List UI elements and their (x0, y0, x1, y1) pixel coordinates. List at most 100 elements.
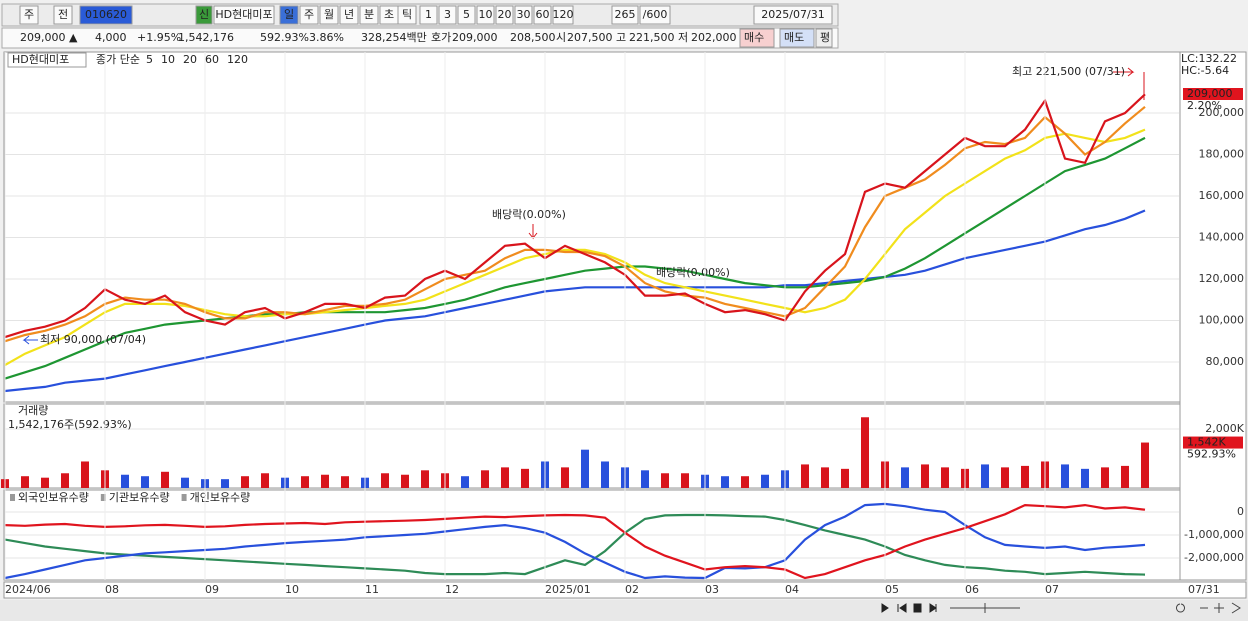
volume-bar (941, 467, 949, 488)
volume-bar (241, 476, 249, 488)
toolbar-label: /600 (643, 8, 668, 21)
quote-text: 209,000 (452, 31, 498, 44)
toolbar-button[interactable] (213, 5, 275, 25)
volume-bar (121, 474, 129, 488)
legend-entry: 60 (205, 53, 219, 66)
toolbar-button[interactable] (753, 5, 833, 25)
annotation: 배당락(0.00%) (492, 208, 566, 221)
bottom-icons[interactable] (881, 602, 1241, 614)
volume-bar (161, 471, 169, 488)
annotation: LC:132.22 (1181, 52, 1237, 65)
legend-entry: 20 (183, 53, 197, 66)
toolbar-button[interactable] (533, 5, 552, 25)
volume-bar (661, 473, 669, 488)
legend-swatch (181, 494, 187, 501)
volume-bar (41, 477, 49, 488)
trade-button[interactable] (815, 28, 833, 48)
legend-entry: 개인보유수량 (190, 491, 251, 504)
toolbar-button[interactable] (611, 5, 639, 25)
toolbar-button[interactable] (195, 5, 213, 25)
volume-bar (921, 464, 929, 488)
toolbar-button[interactable] (397, 5, 417, 25)
toolbar-button[interactable] (514, 5, 533, 25)
quote-text: 시 (556, 31, 566, 44)
volume-bar (721, 476, 729, 488)
annotation: 배당락(0.00%) (656, 266, 730, 279)
volume-bar (301, 476, 309, 488)
toolbar-button[interactable] (19, 5, 39, 25)
series-line (4, 136, 1146, 380)
toolbar-button[interactable] (419, 5, 438, 25)
volume-bar (841, 468, 849, 488)
toolbar-label: 120 (553, 8, 574, 21)
toolbar-button[interactable] (279, 5, 299, 25)
toolbar-label: 10 (479, 8, 493, 21)
last-tag (1183, 436, 1243, 449)
toolbar-button[interactable] (359, 5, 379, 25)
toolbar-button[interactable] (438, 5, 457, 25)
volume-bar (481, 470, 489, 488)
toolbar-button[interactable] (79, 5, 133, 25)
quote-text: 202,000 (691, 31, 737, 44)
toolbar-button[interactable] (495, 5, 514, 25)
y-tick-label: 180,000 (1199, 147, 1245, 160)
annotation: 최저 90,000 (07/04) (40, 333, 146, 346)
series-line (4, 513, 1146, 576)
nav-icons[interactable] (881, 603, 937, 613)
quote-text: 328,254백만 (361, 31, 427, 44)
toolbar-button[interactable] (476, 5, 495, 25)
last-label: 1,542K (1187, 436, 1226, 449)
volume-bar (741, 476, 749, 488)
trade-button[interactable] (779, 28, 815, 48)
toolbar-button[interactable] (53, 5, 73, 25)
volume-title: 거래량 (18, 404, 48, 417)
legend-swatch (10, 494, 15, 501)
toolbar-label: 3 (444, 8, 451, 21)
price-tag (1183, 88, 1243, 100)
y-tick-label: 2,000K (1205, 422, 1244, 435)
toolbar-button[interactable] (639, 5, 671, 25)
volume-bar (1081, 468, 1089, 488)
volume-bar (381, 473, 389, 488)
trade-button[interactable] (739, 28, 775, 48)
volume-bar (141, 476, 149, 488)
axis-panel (1179, 51, 1247, 581)
volume-bar (1141, 442, 1149, 488)
y-tick-label: 80,000 (1206, 355, 1245, 368)
series-line (4, 502, 1146, 580)
series-line (4, 105, 1146, 343)
toolbar-label: 20 (498, 8, 512, 21)
toolbar-button[interactable] (339, 5, 359, 25)
quote-text: 고 (616, 31, 626, 44)
y-tick-label: 140,000 (1199, 230, 1245, 243)
legend-title: 종가 단순 (96, 53, 140, 66)
series-line (4, 503, 1146, 580)
toolbar-label: 월 (324, 8, 334, 21)
volume-bar (601, 461, 609, 488)
toolbar-button[interactable] (299, 5, 319, 25)
volume-bar (341, 476, 349, 488)
x-tick-label: 07 (1045, 583, 1059, 596)
volume-bar (261, 473, 269, 488)
toolbar-label: 주 (304, 8, 314, 21)
volume-bar (1121, 465, 1129, 488)
annotation: HC:-5.64 (1181, 64, 1229, 77)
toolbar-label: 010620 (85, 8, 127, 21)
last-ratio: 592.93% (1187, 448, 1236, 461)
toolbar-label: 60 (536, 8, 550, 21)
volume-bar (461, 476, 469, 488)
toolbar-button[interactable] (319, 5, 339, 25)
toolbar-label: 265 (615, 8, 636, 21)
toolbar-button[interactable] (552, 5, 574, 25)
low-arrow (22, 335, 38, 345)
toolbar-label: HD현대미포 (215, 8, 272, 21)
quote-text: 저 (678, 31, 688, 44)
volume-bar (901, 467, 909, 488)
toolbar-button[interactable] (457, 5, 476, 25)
volume-bar (861, 417, 869, 488)
volume-bar (981, 464, 989, 488)
zoom-icons[interactable] (950, 602, 1241, 614)
x-tick-label: 08 (105, 583, 119, 596)
volume-bar (761, 474, 769, 488)
